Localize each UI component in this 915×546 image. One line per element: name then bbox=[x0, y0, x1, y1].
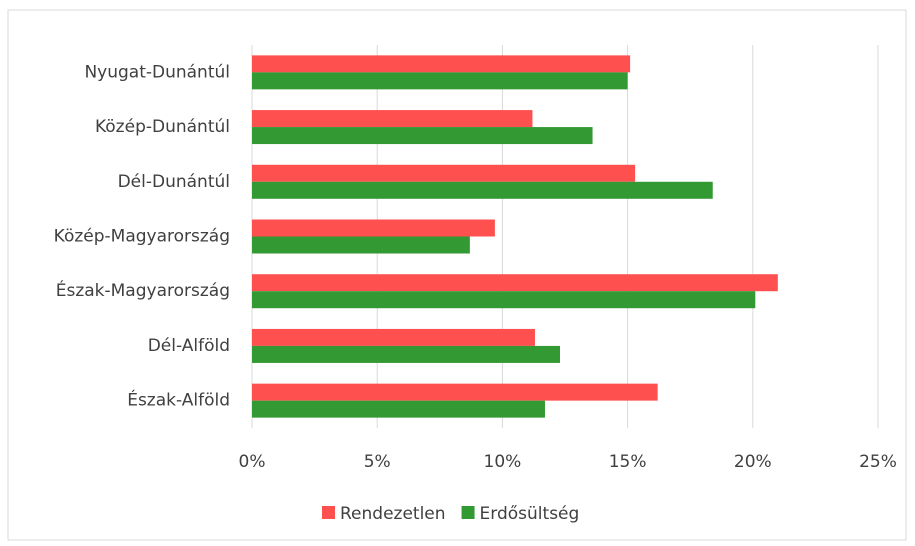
y-tick-label: Közép-Magyarország bbox=[54, 227, 230, 247]
bar bbox=[252, 72, 628, 90]
y-tick-label: Dél-Alföld bbox=[148, 336, 230, 356]
y-tick-label: Közép-Dunántúl bbox=[95, 117, 230, 137]
legend-swatch bbox=[461, 506, 475, 519]
y-tick-label: Észak-Magyarország bbox=[56, 279, 230, 301]
y-tick-label: Nyugat-Dunántúl bbox=[84, 62, 230, 82]
bar bbox=[252, 181, 713, 199]
bar bbox=[252, 127, 593, 145]
bar bbox=[252, 328, 535, 346]
bar bbox=[252, 55, 631, 73]
bar bbox=[252, 291, 756, 309]
x-tick-label: 15% bbox=[609, 452, 647, 472]
x-tick-label: 20% bbox=[734, 452, 772, 472]
y-tick-label: Észak-Alföld bbox=[127, 389, 230, 411]
legend-label: Erdősültség bbox=[480, 504, 580, 524]
x-tick-label: 25% bbox=[859, 452, 897, 472]
y-tick-label: Dél-Dunántúl bbox=[118, 172, 230, 192]
bar bbox=[252, 236, 470, 254]
bar bbox=[252, 164, 636, 182]
bar bbox=[252, 110, 533, 128]
legend-label: Rendezetlen bbox=[340, 504, 446, 524]
bar bbox=[252, 400, 545, 418]
x-tick-label: 0% bbox=[239, 452, 266, 472]
legend-swatch bbox=[322, 506, 335, 519]
x-tick-label: 5% bbox=[364, 452, 391, 472]
bar bbox=[252, 383, 658, 401]
bar bbox=[252, 274, 778, 292]
x-tick-label: 10% bbox=[484, 452, 522, 472]
bar bbox=[252, 345, 560, 363]
bar bbox=[252, 219, 495, 237]
